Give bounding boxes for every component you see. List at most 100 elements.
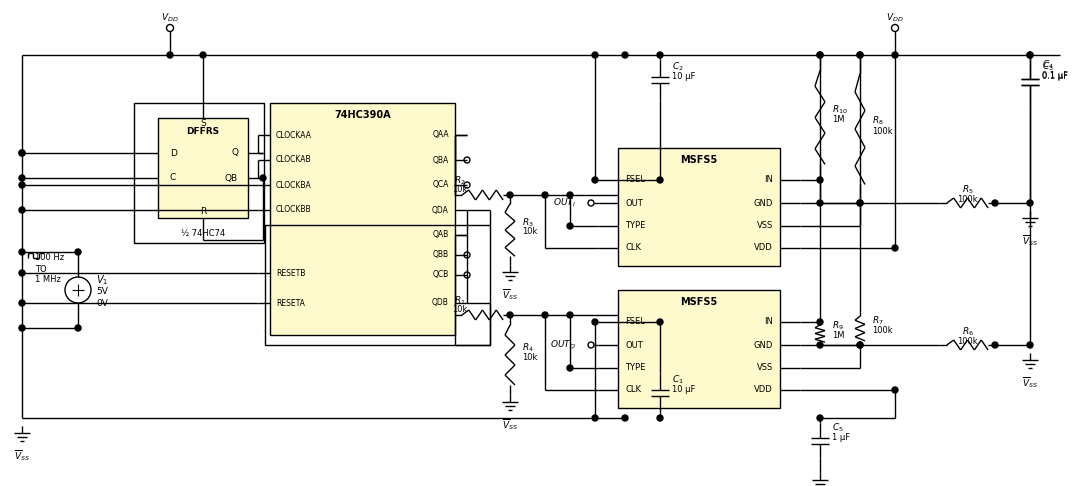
Text: $C_4$: $C_4$ xyxy=(1042,59,1054,71)
Circle shape xyxy=(817,342,823,348)
Circle shape xyxy=(857,200,863,206)
Circle shape xyxy=(19,207,25,213)
Text: 100 Hz: 100 Hz xyxy=(35,254,64,262)
Text: $OUT_Q$: $OUT_Q$ xyxy=(550,339,576,351)
Text: CLOCKBA: CLOCKBA xyxy=(276,180,312,190)
Circle shape xyxy=(1027,52,1033,58)
Text: GND: GND xyxy=(754,198,773,208)
Circle shape xyxy=(19,150,25,156)
Circle shape xyxy=(817,415,823,421)
Text: RESETB: RESETB xyxy=(276,268,305,278)
Text: $R_2$: $R_2$ xyxy=(454,175,466,187)
Text: $V_{DD}$: $V_{DD}$ xyxy=(886,12,904,24)
Text: 1M: 1M xyxy=(832,331,845,340)
Circle shape xyxy=(19,150,25,156)
Text: TYPE: TYPE xyxy=(625,222,645,230)
Circle shape xyxy=(817,319,823,325)
Text: 10k: 10k xyxy=(453,306,468,314)
Circle shape xyxy=(857,52,863,58)
Text: $R_9$: $R_9$ xyxy=(832,319,844,332)
Circle shape xyxy=(817,200,823,206)
Text: CLK: CLK xyxy=(625,385,641,395)
Circle shape xyxy=(567,192,573,198)
Text: 74HC390A: 74HC390A xyxy=(335,110,391,120)
Text: CLOCKAB: CLOCKAB xyxy=(276,156,312,164)
Circle shape xyxy=(892,245,898,251)
Text: $R_6$: $R_6$ xyxy=(962,326,974,338)
Text: DFFRS: DFFRS xyxy=(186,127,220,137)
Text: VSS: VSS xyxy=(757,222,773,230)
Text: $\overline{V}_{SS}$: $\overline{V}_{SS}$ xyxy=(1022,234,1038,248)
Text: QBA: QBA xyxy=(433,156,449,164)
Text: 10k: 10k xyxy=(522,352,537,362)
Circle shape xyxy=(857,52,863,58)
Text: $\overline{V}_{SS}$: $\overline{V}_{SS}$ xyxy=(14,449,30,463)
Circle shape xyxy=(592,52,598,58)
Text: $\overline{V}_{SS}$: $\overline{V}_{SS}$ xyxy=(501,417,518,433)
Text: VDD: VDD xyxy=(754,243,773,253)
Text: CLOCKBB: CLOCKBB xyxy=(276,206,312,214)
Text: QCB: QCB xyxy=(433,271,449,279)
Text: 1 MHz: 1 MHz xyxy=(35,276,61,284)
Text: 100k: 100k xyxy=(957,336,978,346)
Circle shape xyxy=(19,175,25,181)
Text: 10 µF: 10 µF xyxy=(671,385,695,395)
Circle shape xyxy=(167,52,173,58)
Text: QCA: QCA xyxy=(432,180,449,190)
Text: Q: Q xyxy=(231,149,238,157)
Circle shape xyxy=(1027,342,1033,348)
Circle shape xyxy=(1027,200,1033,206)
Text: QAB: QAB xyxy=(433,230,449,240)
Text: $R_3$: $R_3$ xyxy=(522,217,534,229)
Circle shape xyxy=(817,177,823,183)
Bar xyxy=(618,290,780,408)
Circle shape xyxy=(592,319,598,325)
Circle shape xyxy=(892,387,898,393)
Text: IN: IN xyxy=(765,317,773,327)
Text: $V_1$: $V_1$ xyxy=(96,273,108,287)
Circle shape xyxy=(817,52,823,58)
Text: 1 µF: 1 µF xyxy=(832,434,850,442)
Circle shape xyxy=(200,52,206,58)
Text: $C_1$: $C_1$ xyxy=(671,374,683,386)
Text: 100k: 100k xyxy=(872,126,892,136)
Circle shape xyxy=(507,312,513,318)
Text: $C_5$: $C_5$ xyxy=(832,422,844,434)
Text: VSS: VSS xyxy=(757,364,773,372)
Text: R: R xyxy=(200,208,206,216)
Circle shape xyxy=(542,192,548,198)
Text: OUT: OUT xyxy=(625,341,642,349)
Circle shape xyxy=(567,312,573,318)
Text: RESETA: RESETA xyxy=(276,298,305,308)
Circle shape xyxy=(657,319,663,325)
Text: 0V: 0V xyxy=(96,298,108,308)
Text: D: D xyxy=(170,149,177,157)
Text: FSEL: FSEL xyxy=(625,317,644,327)
Circle shape xyxy=(75,249,81,255)
Text: $R_4$: $R_4$ xyxy=(522,342,534,354)
Bar xyxy=(265,225,490,345)
Circle shape xyxy=(542,312,548,318)
Text: TO: TO xyxy=(35,264,47,274)
Text: 10k: 10k xyxy=(522,227,537,237)
Text: C: C xyxy=(170,174,177,183)
Circle shape xyxy=(19,270,25,276)
Text: TYPE: TYPE xyxy=(625,364,645,372)
Text: $R_1$: $R_1$ xyxy=(454,295,466,307)
Circle shape xyxy=(892,52,898,58)
Text: CLK: CLK xyxy=(625,243,641,253)
Circle shape xyxy=(657,177,663,183)
Circle shape xyxy=(19,300,25,306)
Text: $OUT_I$: $OUT_I$ xyxy=(553,197,576,209)
Circle shape xyxy=(817,52,823,58)
Text: MSFS5: MSFS5 xyxy=(680,155,718,165)
Circle shape xyxy=(19,182,25,188)
Text: QBB: QBB xyxy=(433,250,449,260)
Text: $C_3$: $C_3$ xyxy=(1042,61,1054,73)
Circle shape xyxy=(75,325,81,331)
Circle shape xyxy=(1027,52,1033,58)
Text: $\overline{V}_{SS}$: $\overline{V}_{SS}$ xyxy=(501,288,518,302)
Text: QDB: QDB xyxy=(432,298,449,308)
Bar xyxy=(134,103,264,243)
Circle shape xyxy=(592,177,598,183)
